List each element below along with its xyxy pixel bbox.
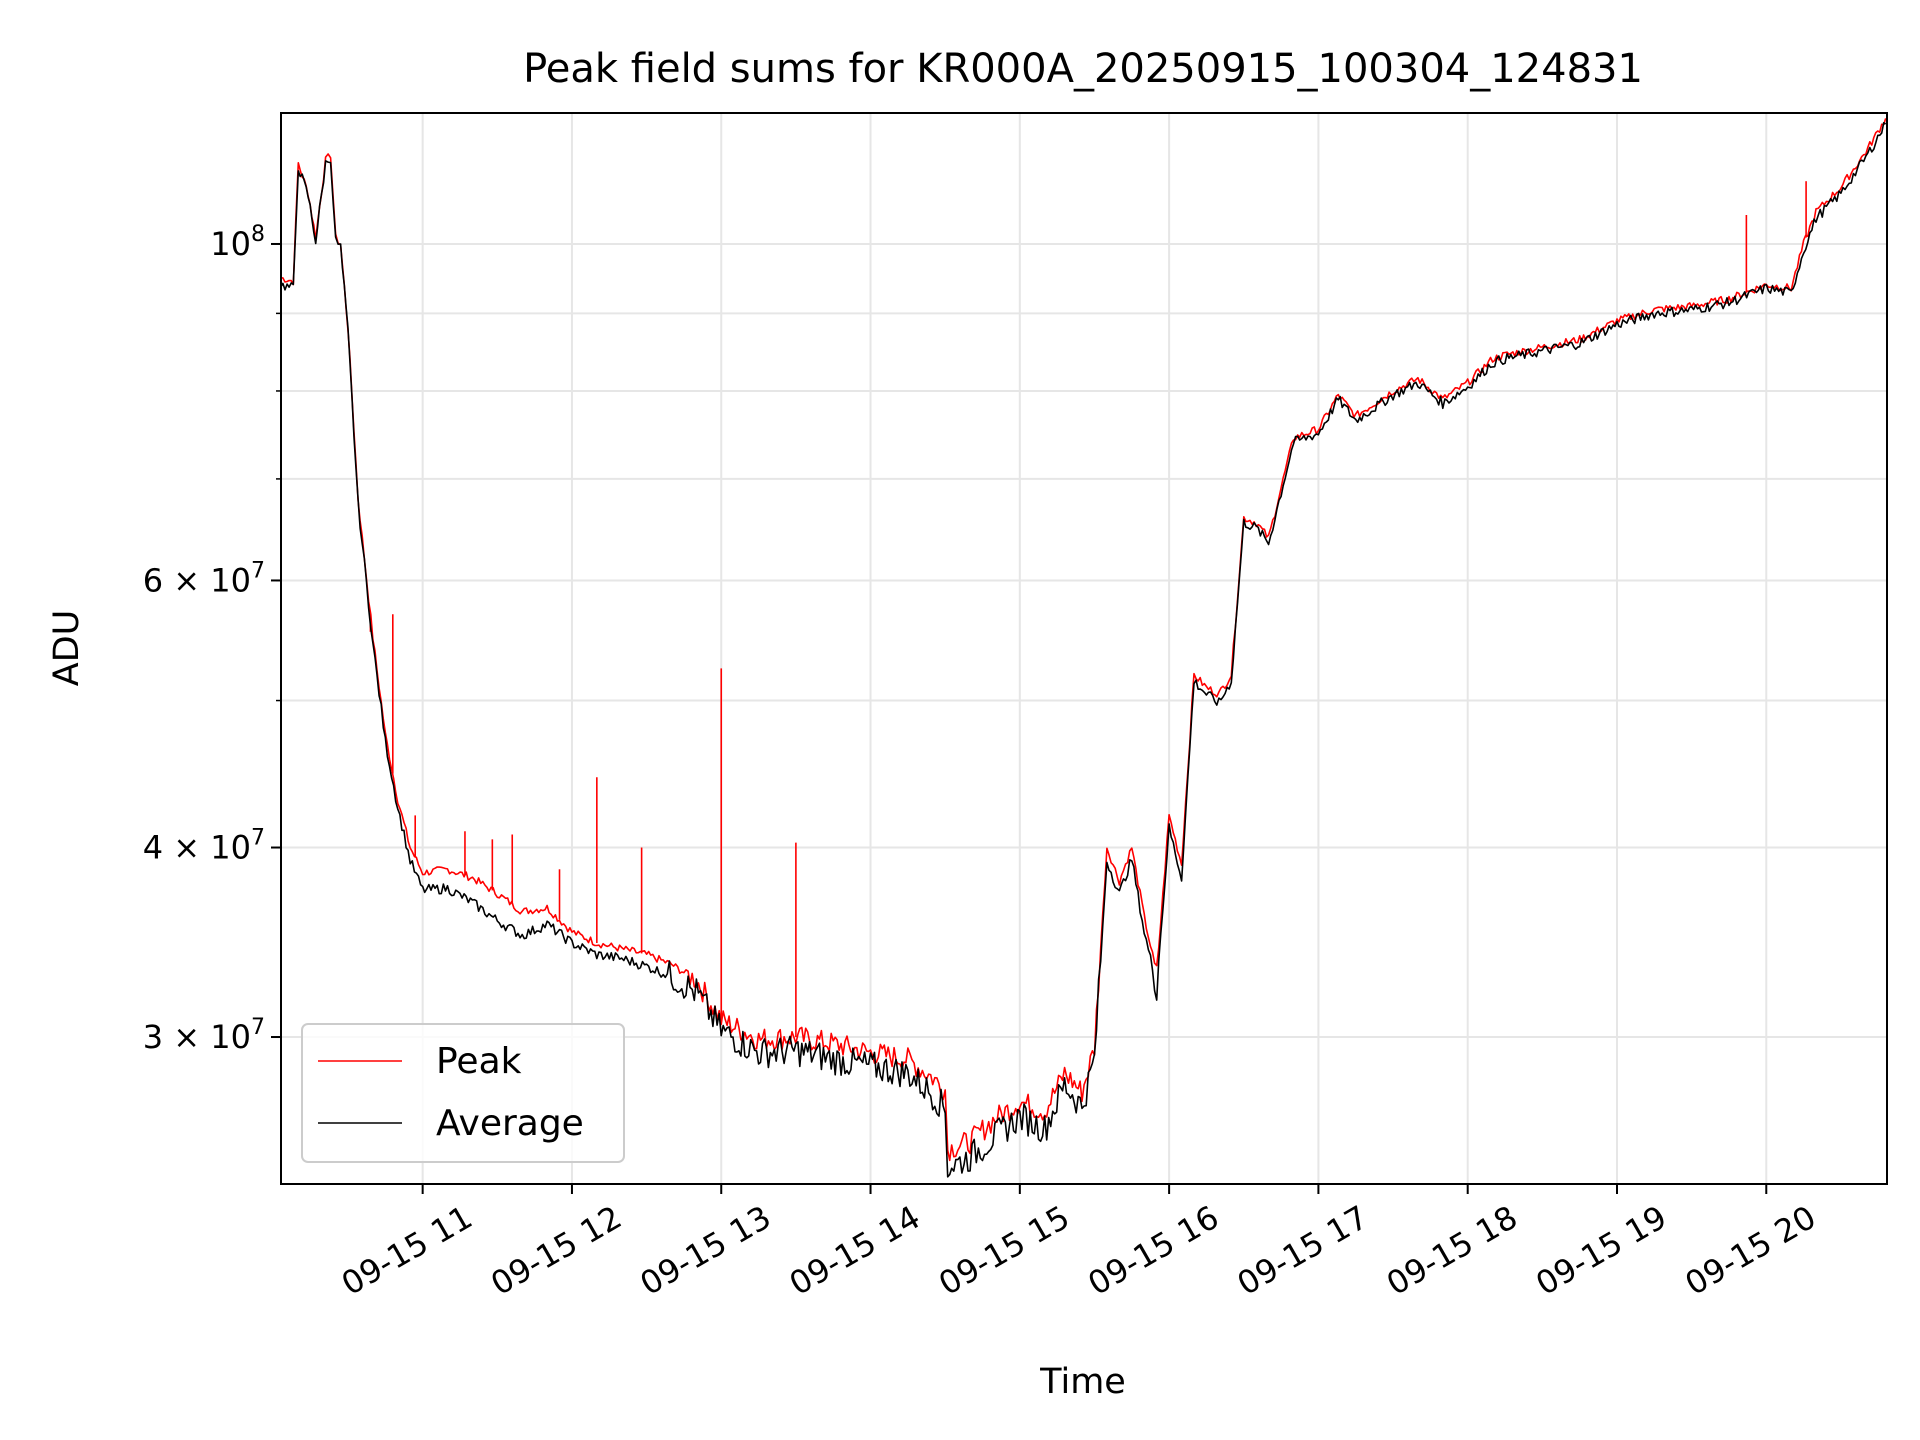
y-tick-label: 6 × 107 xyxy=(143,558,265,599)
legend-label-average: Average xyxy=(436,1103,584,1144)
y-axis: 3 × 107 4 × 107 6 × 107 108 xyxy=(143,222,281,1056)
legend-box xyxy=(301,1023,625,1163)
y-axis-label: ADU xyxy=(47,610,87,687)
plot-frame xyxy=(280,112,1888,1185)
y-tick-label: 3 × 107 xyxy=(143,1015,265,1056)
y-tick-label: 4 × 107 xyxy=(143,826,265,867)
chart-title: Peak field sums for KR000A_20250915_1003… xyxy=(523,46,1643,92)
y-tick-label: 108 xyxy=(210,222,265,263)
legend-label-peak: Peak xyxy=(436,1041,522,1082)
plot-area xyxy=(280,118,1887,1178)
series-line-average xyxy=(280,122,1887,1178)
x-axis-label: Time xyxy=(1039,1362,1126,1402)
legend: Peak Average xyxy=(301,1023,625,1163)
